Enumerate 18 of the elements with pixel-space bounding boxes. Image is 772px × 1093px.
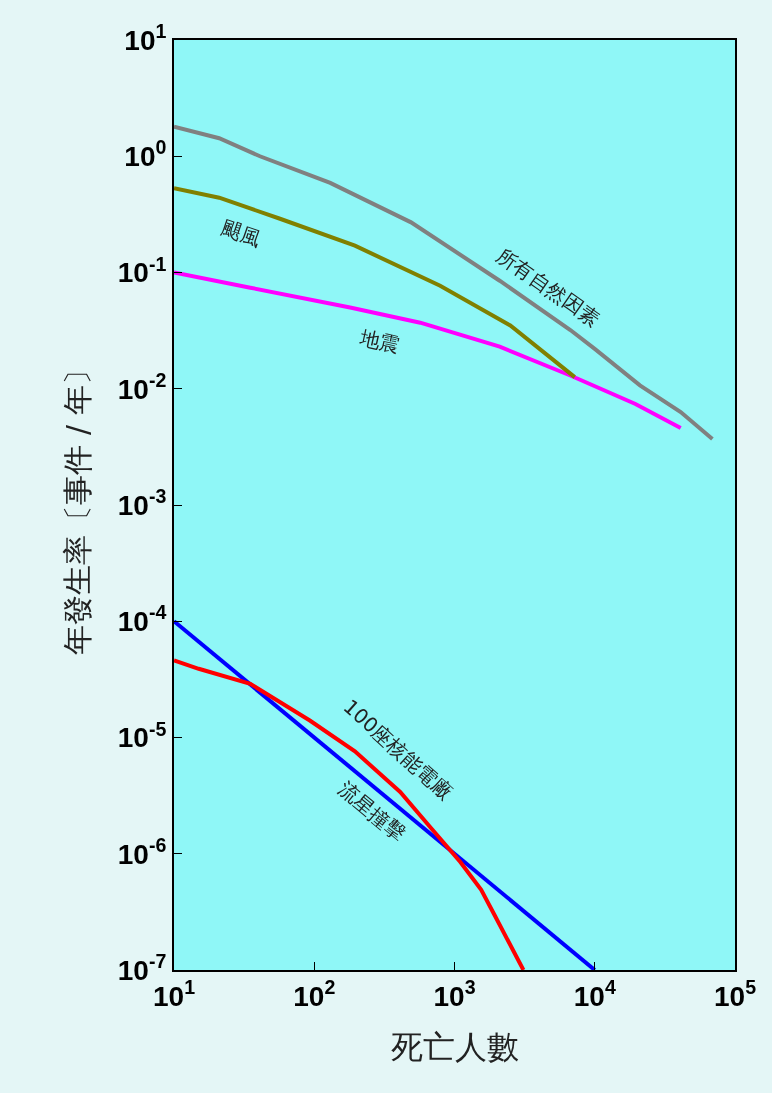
x-tick-label: 10$^{5}$ bbox=[713, 975, 757, 1012]
y-tick-label: 10$^{-5}$ bbox=[117, 717, 167, 754]
text: 地震 bbox=[356, 324, 402, 358]
y-axis-title: 年發生率〔事件 / 年〕 bbox=[60, 355, 96, 655]
y-tick-label: 10$^{-2}$ bbox=[117, 368, 167, 405]
x-tick-label: 10$^{3}$ bbox=[433, 975, 476, 1012]
y-tick-label: 10$^{-3}$ bbox=[117, 485, 167, 521]
x-tick-label: 10$^{2}$ bbox=[293, 975, 336, 1012]
y-tick-label: 10$^{-1}$ bbox=[117, 252, 167, 289]
text: 所有自然因素 bbox=[492, 243, 605, 332]
y-tick-label: 10$^{-6}$ bbox=[117, 833, 167, 870]
y-tick-label: 10$^{1}$ bbox=[124, 20, 167, 56]
text: 流星撞擊 bbox=[333, 776, 411, 847]
y-tick-label: 10$^{0}$ bbox=[124, 136, 167, 173]
x-tick-label: 10$^{4}$ bbox=[573, 975, 616, 1012]
text: 颶風 bbox=[218, 215, 264, 251]
x-axis-title: 死亡人數 bbox=[390, 1028, 519, 1066]
y-tick-label: 10$^{-4}$ bbox=[117, 601, 167, 638]
